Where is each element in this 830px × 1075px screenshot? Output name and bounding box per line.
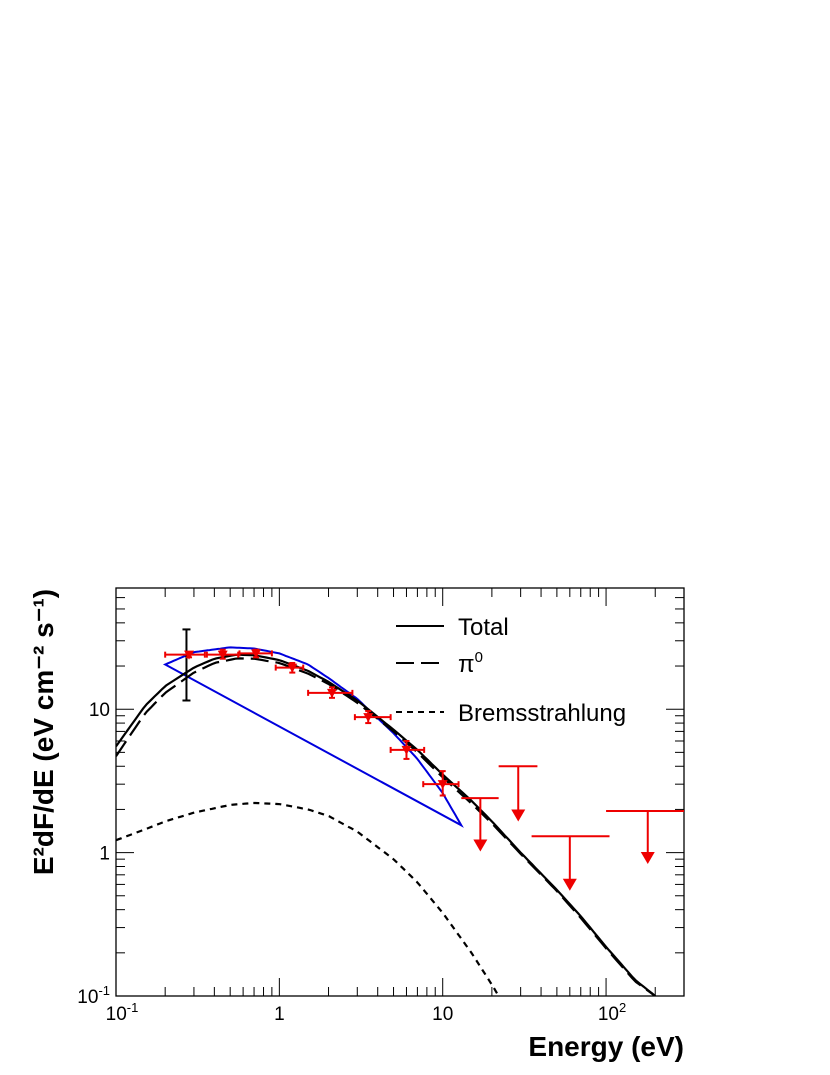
data-point-marker xyxy=(437,780,448,790)
legend-label: π0 xyxy=(458,649,483,678)
upper-limit xyxy=(531,835,610,891)
data-point xyxy=(389,740,426,760)
data-point xyxy=(422,770,460,797)
butterfly-band xyxy=(162,646,464,828)
legend: Total π0 Bremsstrahlung xyxy=(396,614,626,727)
y-tick-label: 10 xyxy=(89,700,110,721)
data-point xyxy=(164,650,206,660)
axis-ticks xyxy=(115,587,685,997)
y-tick-label: 10-1 xyxy=(77,983,110,1008)
y-tick-label: 1 xyxy=(99,844,110,865)
tick-labels: 10-1 1 10 102 10-1 1 10 xyxy=(77,700,626,1025)
data-point-marker xyxy=(217,650,228,660)
data-point-marker xyxy=(184,650,195,660)
upper-limit xyxy=(498,765,538,822)
data-point xyxy=(353,710,392,725)
x-axis-title: Energy (eV) xyxy=(528,1031,684,1062)
curve-bremsstrahlung xyxy=(116,801,500,996)
upper-limit-arrow xyxy=(640,851,655,864)
data-point-marker xyxy=(287,663,298,673)
data-point-marker xyxy=(363,713,374,723)
curve--0 xyxy=(116,657,656,996)
x-tick-label: 1 xyxy=(274,1004,285,1025)
plot-area xyxy=(116,628,684,996)
plot-frame xyxy=(115,587,685,997)
x-tick-label: 102 xyxy=(598,1000,626,1025)
legend-label: Total xyxy=(458,614,509,641)
upper-limit-arrow xyxy=(562,878,577,891)
data-point-marker xyxy=(401,745,412,755)
upper-limit xyxy=(606,810,684,864)
data-point-marker xyxy=(326,688,337,698)
data-point-marker xyxy=(251,649,262,659)
upper-limit xyxy=(461,797,499,852)
x-tick-label: 10 xyxy=(432,1004,453,1025)
data-point xyxy=(274,661,305,674)
data-point xyxy=(238,648,273,659)
x-tick-label: 10-1 xyxy=(106,1000,139,1025)
upper-limit-arrow xyxy=(473,839,488,852)
data-point xyxy=(307,686,354,699)
upper-limit-arrow xyxy=(511,809,526,822)
legend-label: Bremsstrahlung xyxy=(458,700,626,727)
data-point xyxy=(205,648,240,660)
y-axis-title: E²dF/dE (eV cm⁻² s⁻¹) xyxy=(28,589,59,875)
